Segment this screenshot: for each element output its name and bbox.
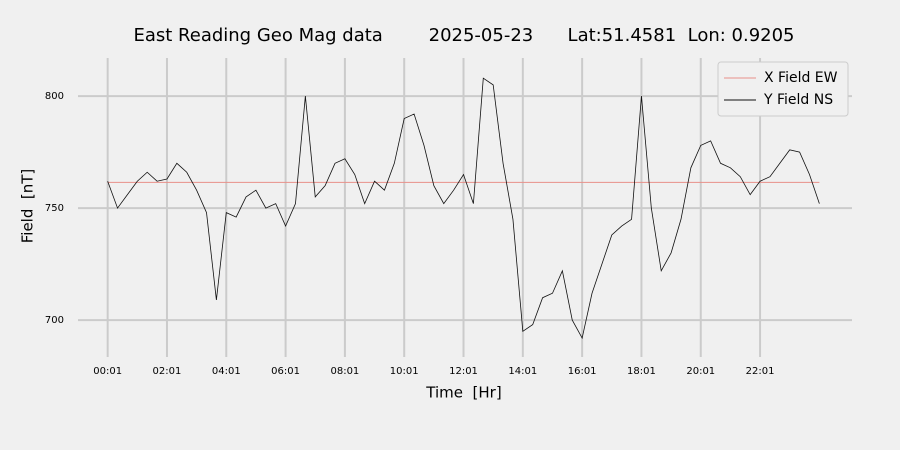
x-tick-label: 16:01 [568, 366, 597, 377]
x-tick-label: 20:01 [686, 366, 715, 377]
x-tick-label: 14:01 [508, 366, 537, 377]
y-tick-label: 750 [45, 203, 64, 214]
x-tick-label: 06:01 [271, 366, 300, 377]
x-tick-label: 02:01 [153, 366, 182, 377]
chart-title: East Reading Geo Mag data 2025-05-23 Lat… [133, 25, 794, 46]
x-axis-label: Time [Hr] [425, 384, 501, 402]
data-line [107, 77, 820, 340]
x-tick-label: 22:01 [746, 366, 775, 377]
legend-label: X Field EW [764, 70, 838, 86]
x-tick-label: 08:01 [330, 366, 359, 377]
legend-box [717, 61, 849, 117]
y-tick-label: 700 [45, 315, 64, 326]
y-axis-label: Field [nT] [19, 169, 37, 244]
x-tick-label: 10:01 [390, 366, 419, 377]
legend-label: Y Field NS [763, 92, 833, 108]
legend: X Field EW Y Field NS [717, 61, 849, 117]
x-tick-label: 04:01 [212, 366, 241, 377]
x-tick-label: 18:01 [627, 366, 656, 377]
x-tick-label: 00:01 [93, 366, 122, 377]
x-tick-label: 12:01 [449, 366, 478, 377]
y-tick-label: 800 [45, 91, 64, 102]
